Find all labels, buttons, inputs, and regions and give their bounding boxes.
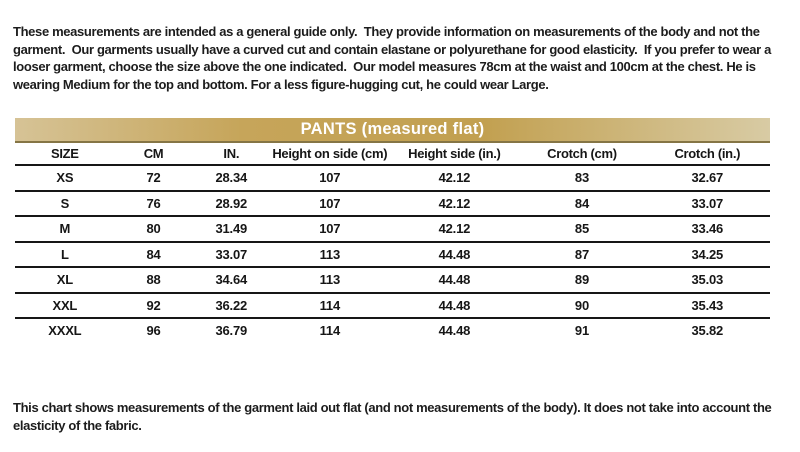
footnote-paragraph: This chart shows measurements of the gar… bbox=[13, 400, 775, 433]
cell-in: 31.49 bbox=[192, 216, 271, 243]
cell-crotch-in: 34.25 bbox=[644, 241, 770, 268]
cell-crotch-in: 33.46 bbox=[644, 216, 770, 243]
cell-size: XS bbox=[15, 165, 115, 192]
cell-crotch-in: 35.03 bbox=[644, 267, 770, 294]
cell-height-cm: 113 bbox=[270, 267, 390, 294]
size-table: SIZE CM IN. Height on side (cm) Height s… bbox=[15, 143, 770, 343]
cell-cm: 84 bbox=[114, 241, 193, 268]
cell-size: XXL bbox=[15, 292, 115, 319]
cell-crotch-in: 33.07 bbox=[644, 190, 770, 217]
cell-in: 36.22 bbox=[192, 292, 271, 319]
intro-paragraph: These measurements are intended as a gen… bbox=[13, 24, 775, 92]
cell-crotch-cm: 84 bbox=[519, 190, 645, 217]
header-row: SIZE CM IN. Height on side (cm) Height s… bbox=[15, 143, 770, 166]
table-title-band: PANTS (measured flat) bbox=[15, 118, 770, 143]
cell-height-cm: 107 bbox=[270, 216, 390, 243]
table-row-xxl: XXL 92 36.22 114 44.48 90 35.43 bbox=[15, 292, 770, 319]
cell-size: M bbox=[15, 216, 115, 243]
table-row-s: S 76 28.92 107 42.12 84 33.07 bbox=[15, 190, 770, 217]
cell-in: 34.64 bbox=[192, 267, 271, 294]
table-title: PANTS (measured flat) bbox=[300, 120, 485, 138]
cell-crotch-cm: 90 bbox=[519, 292, 645, 319]
cell-crotch-in: 35.82 bbox=[691, 323, 724, 339]
column-header-size: SIZE bbox=[15, 143, 115, 166]
cell-height-cm: 114 bbox=[319, 323, 341, 339]
cell-crotch-in: 32.67 bbox=[644, 165, 770, 192]
table-row-l: L 84 33.07 113 44.48 87 34.25 bbox=[15, 241, 770, 268]
size-chart: PANTS (measured flat) SIZE CM IN. Height… bbox=[15, 118, 770, 343]
cell-size: L bbox=[15, 241, 115, 268]
column-header-crotch-in: Crotch (in.) bbox=[644, 143, 770, 166]
table-row-xl: XL 88 34.64 113 44.48 89 35.03 bbox=[15, 267, 770, 294]
cell-cm: 76 bbox=[114, 190, 193, 217]
cell-in: 28.34 bbox=[192, 165, 271, 192]
cell-height-cm: 114 bbox=[270, 292, 390, 319]
column-header-in: IN. bbox=[192, 143, 271, 166]
cell-height-cm: 113 bbox=[270, 241, 390, 268]
table-row-xxxl: XXXL 96 36.79 114 44.48 91 35.82 bbox=[15, 318, 770, 343]
cell-in: 28.92 bbox=[192, 190, 271, 217]
cell-height-cm: 107 bbox=[270, 165, 390, 192]
cell-size: XL bbox=[15, 267, 115, 294]
cell-cm: 96 bbox=[146, 323, 161, 339]
cell-height-cm: 107 bbox=[270, 190, 390, 217]
column-header-height-side-in: Height side (in.) bbox=[389, 143, 520, 166]
cell-crotch-in: 35.43 bbox=[644, 292, 770, 319]
column-header-cm: CM bbox=[114, 143, 193, 166]
cell-size: XXXL bbox=[48, 323, 82, 339]
cell-in: 33.07 bbox=[192, 241, 271, 268]
cell-cm: 88 bbox=[114, 267, 193, 294]
cell-height-in: 44.48 bbox=[389, 292, 520, 319]
cell-crotch-cm: 91 bbox=[574, 323, 589, 339]
cell-height-in: 42.12 bbox=[389, 190, 520, 217]
cell-height-in: 44.48 bbox=[438, 323, 471, 339]
cell-height-in: 44.48 bbox=[389, 241, 520, 268]
cell-size: S bbox=[15, 190, 115, 217]
table-row-xs: XS 72 28.34 107 42.12 83 32.67 bbox=[15, 165, 770, 192]
column-header-height-side-cm: Height on side (cm) bbox=[270, 143, 390, 166]
cell-crotch-cm: 87 bbox=[519, 241, 645, 268]
table-row-m: M 80 31.49 107 42.12 85 33.46 bbox=[15, 216, 770, 243]
cell-crotch-cm: 85 bbox=[519, 216, 645, 243]
column-header-crotch-cm: Crotch (cm) bbox=[519, 143, 645, 166]
cell-crotch-cm: 83 bbox=[519, 165, 645, 192]
cell-cm: 80 bbox=[114, 216, 193, 243]
cell-crotch-cm: 89 bbox=[519, 267, 645, 294]
cell-cm: 72 bbox=[114, 165, 193, 192]
cell-height-in: 42.12 bbox=[389, 216, 520, 243]
cell-height-in: 44.48 bbox=[389, 267, 520, 294]
cell-height-in: 42.12 bbox=[389, 165, 520, 192]
cell-in: 36.79 bbox=[215, 323, 248, 339]
cell-cm: 92 bbox=[114, 292, 193, 319]
